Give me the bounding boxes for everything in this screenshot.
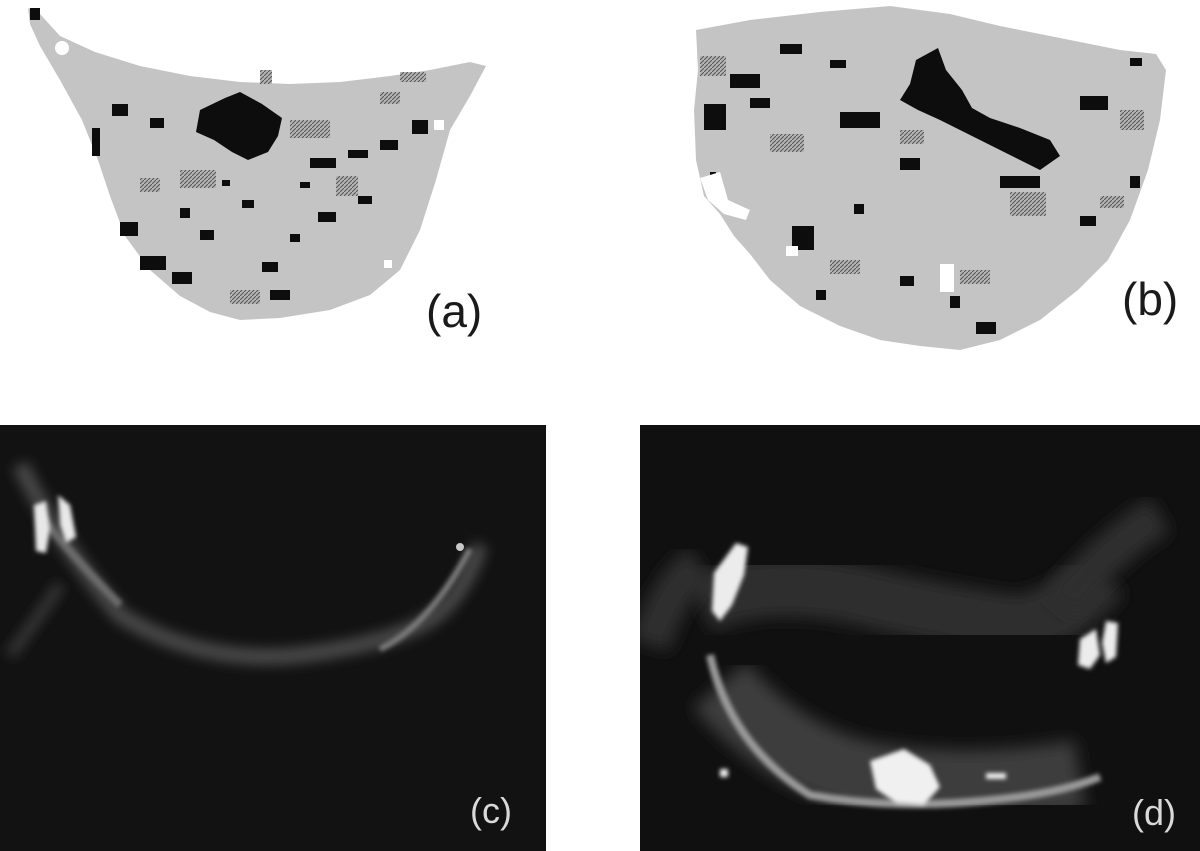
bright-region-d-right xyxy=(1078,621,1118,669)
bright-region-d-bottom xyxy=(720,749,1006,805)
panel-d: (d) xyxy=(640,425,1200,851)
panel-b-segmentation-image xyxy=(694,6,1166,350)
panel-a-segmentation-image xyxy=(28,8,486,320)
bright-spot-c-right xyxy=(456,543,464,551)
panel-a-label: (a) xyxy=(426,285,483,337)
panel-b: (b) xyxy=(600,0,1200,360)
bright-region-c-left xyxy=(34,495,76,553)
panel-c-mr-image xyxy=(0,425,546,851)
panel-d-label: (d) xyxy=(1132,792,1176,833)
panel-c-label: (c) xyxy=(470,790,512,831)
panel-a: (a) xyxy=(0,0,560,360)
panel-c: (c) xyxy=(0,425,546,851)
bright-region-d-left xyxy=(712,543,748,621)
panel-b-label: (b) xyxy=(1122,273,1179,325)
panel-d-mr-image xyxy=(640,425,1200,851)
region-a-outline xyxy=(28,8,486,320)
region-b-outline xyxy=(694,6,1166,350)
